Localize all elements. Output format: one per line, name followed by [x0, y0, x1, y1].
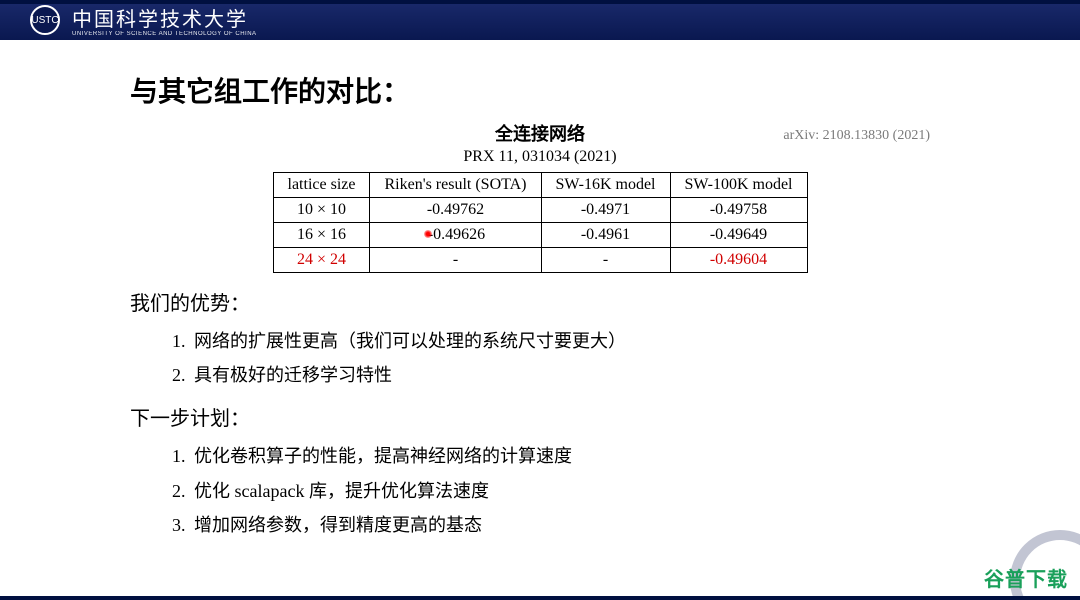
list-item: 优化卷积算子的性能，提高神经网络的计算速度 [190, 439, 950, 473]
table-cell: -0.49626 [370, 223, 541, 248]
col-sw100k: SW-100K model [670, 173, 807, 198]
logo-text: USTC [31, 15, 58, 26]
top-border [0, 0, 1080, 4]
table-cell: -0.49762 [370, 198, 541, 223]
table-caption-ref: PRX 11, 031034 (2021) [130, 148, 950, 166]
header-bar: USTC 中国科学技术大学 UNIVERSITY OF SCIENCE AND … [0, 0, 1080, 40]
col-sw16k: SW-16K model [541, 173, 670, 198]
table-cell: -0.49758 [670, 198, 807, 223]
university-name-block: 中国科学技术大学 UNIVERSITY OF SCIENCE AND TECHN… [72, 3, 257, 37]
university-name-cn: 中国科学技术大学 [72, 3, 257, 32]
next-steps-list: 优化卷积算子的性能，提高神经网络的计算速度优化 scalapack 库，提升优化… [130, 439, 950, 542]
laser-pointer-icon [424, 230, 432, 238]
advantages-list: 网络的扩展性更高（我们可以处理的系统尺寸要更大）具有极好的迁移学习特性 [130, 324, 950, 392]
list-item: 增加网络参数，得到精度更高的基态 [190, 508, 950, 542]
next-steps-heading: 下一步计划： [130, 402, 950, 431]
comparison-table: lattice size Riken's result (SOTA) SW-16… [273, 172, 808, 273]
list-item: 具有极好的迁移学习特性 [190, 358, 950, 392]
table-row: 10 × 10-0.49762-0.4971-0.49758 [273, 198, 807, 223]
table-cell: 16 × 16 [273, 223, 370, 248]
table-cell: -0.4961 [541, 223, 670, 248]
slide-content: 与其它组工作的对比： 全连接网络 PRX 11, 031034 (2021) a… [50, 50, 1030, 570]
list-item: 网络的扩展性更高（我们可以处理的系统尺寸要更大） [190, 324, 950, 358]
table-row: 24 × 24---0.49604 [273, 248, 807, 273]
arxiv-note: arXiv: 2108.13830 (2021) [783, 128, 930, 144]
table-cell: - [541, 248, 670, 273]
table-cell: -0.49604 [670, 248, 807, 273]
bottom-border [0, 596, 1080, 600]
university-name-en: UNIVERSITY OF SCIENCE AND TECHNOLOGY OF … [72, 31, 257, 37]
watermark-text: 谷普下载 [984, 563, 1068, 592]
advantages-heading: 我们的优势： [130, 287, 950, 316]
comparison-table-block: 全连接网络 PRX 11, 031034 (2021) arXiv: 2108.… [130, 120, 950, 273]
list-item: 优化 scalapack 库，提升优化算法速度 [190, 474, 950, 508]
col-lattice: lattice size [273, 173, 370, 198]
university-logo: USTC [30, 5, 60, 35]
slide-title: 与其它组工作的对比： [130, 70, 950, 110]
table-cell: - [370, 248, 541, 273]
table-cell: 24 × 24 [273, 248, 370, 273]
table-header-row: lattice size Riken's result (SOTA) SW-16… [273, 173, 807, 198]
col-riken: Riken's result (SOTA) [370, 173, 541, 198]
table-cell: 10 × 10 [273, 198, 370, 223]
table-row: 16 × 16-0.49626-0.4961-0.49649 [273, 223, 807, 248]
table-cell: -0.49649 [670, 223, 807, 248]
table-cell: -0.4971 [541, 198, 670, 223]
